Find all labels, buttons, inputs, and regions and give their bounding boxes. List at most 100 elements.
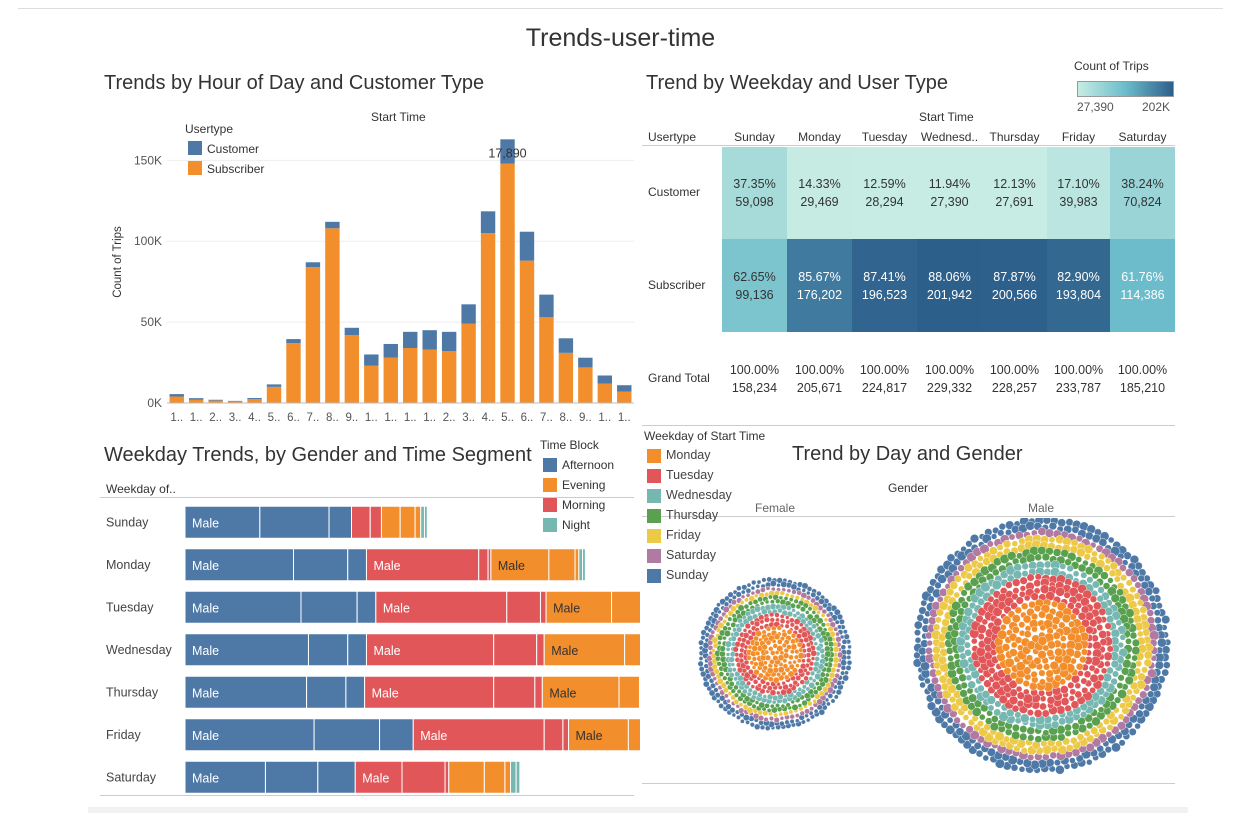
bubble (776, 577, 783, 584)
bubble (747, 600, 753, 606)
monday-swatch[interactable] (647, 449, 661, 463)
heatmap-cell[interactable]: 38.24% 70,824 (1110, 147, 1175, 239)
saturday-legend-label[interactable]: Saturday (666, 548, 717, 562)
night-swatch[interactable] (543, 518, 557, 532)
tuesday-legend-label[interactable]: Tuesday (666, 468, 714, 482)
afternoon-segment (328, 505, 353, 539)
sunday-swatch[interactable] (647, 569, 661, 583)
bubble (1043, 560, 1052, 569)
heatmap-cell-count: 27,390 (930, 195, 969, 209)
wednesday-swatch[interactable] (647, 489, 661, 503)
heatmap-column-header: Sunday (734, 130, 775, 144)
thursday-swatch[interactable] (647, 509, 661, 523)
bubble (1099, 638, 1108, 646)
heatmap-cell[interactable]: 87.41% 196,523 (852, 239, 917, 332)
morning-swatch[interactable] (543, 498, 557, 512)
wednesday-legend-label[interactable]: Wednesday (666, 488, 732, 502)
customer-bar (597, 375, 613, 384)
bubble (980, 581, 991, 593)
bubble (963, 607, 973, 617)
heatmap-cell[interactable]: 62.65% 99,136 (722, 239, 787, 332)
evening-segment (545, 590, 613, 624)
afternoon-legend-label[interactable]: Afternoon (562, 458, 615, 472)
heatmap-cell[interactable]: 88.06% 201,942 (917, 239, 982, 332)
afternoon-segment (184, 590, 302, 624)
bubble (718, 703, 724, 709)
tuesday-swatch[interactable] (647, 469, 661, 483)
bubble (1102, 582, 1111, 590)
heatmap-cell[interactable]: 100.00% 224,817 (852, 332, 917, 425)
heatmap-cell-count: 200,566 (991, 287, 1038, 302)
heatmap-cell[interactable]: 17.10% 39,983 (1047, 147, 1110, 239)
heatmap-cell[interactable]: 100.00% 158,234 (722, 332, 787, 425)
customer-legend-label[interactable]: Customer (207, 142, 260, 156)
subscriber-swatch[interactable] (188, 161, 202, 175)
bubble (766, 576, 772, 583)
heatmap-cell[interactable]: 37.35% 59,098 (722, 147, 787, 239)
bubble (841, 639, 848, 645)
monday-legend-label[interactable]: Monday (666, 448, 711, 462)
night-segment (582, 548, 586, 582)
heatmap-title: Trend by Weekday and User Type (646, 72, 949, 94)
bubble (1075, 754, 1084, 763)
heatmap-cell[interactable]: 100.00% 205,671 (787, 332, 852, 425)
bubble (1108, 569, 1117, 577)
heatmap-cell[interactable]: 11.94% 27,390 (917, 147, 982, 239)
afternoon-segment (317, 760, 356, 794)
bubble (938, 655, 947, 665)
segment-label: Male (549, 686, 576, 700)
friday-swatch[interactable] (647, 529, 661, 543)
bubble (1110, 660, 1120, 669)
night-legend-label[interactable]: Night (562, 518, 591, 532)
sunday-legend-label[interactable]: Sunday (666, 568, 709, 582)
heatmap-cell[interactable]: 12.13% 27,691 (982, 147, 1047, 239)
heatmap-cell[interactable]: 100.00% 229,332 (917, 332, 982, 425)
customer-bar (461, 304, 476, 324)
bubble (804, 708, 811, 715)
bubble (1064, 558, 1072, 566)
bubble (975, 646, 986, 657)
bubble (796, 641, 803, 648)
thursday-legend-label[interactable]: Thursday (666, 508, 719, 522)
bubble (793, 625, 800, 631)
hour-xtick-label: 6.. (521, 412, 534, 424)
heatmap-cell[interactable]: 85.67% 176,202 (787, 239, 852, 332)
bubble (1063, 591, 1071, 599)
bubble (738, 652, 745, 659)
afternoon-swatch[interactable] (543, 458, 557, 472)
morning-segment (365, 633, 495, 667)
bubble (742, 688, 748, 695)
hour-xtick-label: 3.. (229, 412, 242, 424)
heatmap-cell[interactable]: 14.33% 29,469 (787, 147, 852, 239)
heatmap-cell[interactable]: 87.87% 200,566 (982, 239, 1047, 332)
heatmap-cell[interactable]: 100.00% 228,257 (982, 332, 1047, 425)
evening-swatch[interactable] (543, 478, 557, 492)
bubble (1103, 651, 1113, 661)
heatmap-cell[interactable]: 100.00% 185,210 (1110, 332, 1175, 425)
bubble (959, 722, 967, 729)
afternoon-segment (306, 675, 347, 709)
customer-swatch[interactable] (188, 141, 202, 155)
saturday-swatch[interactable] (647, 549, 661, 563)
subscriber-bar (286, 343, 301, 403)
morning-legend-label[interactable]: Morning (562, 498, 606, 512)
heatmap-cell[interactable]: 100.00% 233,787 (1047, 332, 1110, 425)
bubble (991, 579, 1002, 590)
evening-legend-label[interactable]: Evening (562, 478, 606, 492)
bubble (1015, 661, 1026, 672)
heatmap-cell[interactable]: 12.59% 28,294 (852, 147, 917, 239)
night-segment (420, 505, 425, 539)
heatmap-cell[interactable]: 82.90% 193,804 (1047, 239, 1110, 332)
bubble (723, 601, 730, 607)
bubble (1011, 730, 1021, 740)
heatmap-cell[interactable]: 61.76% 114,386 (1110, 239, 1175, 332)
subscriber-legend-label[interactable]: Subscriber (207, 162, 265, 176)
bubble (1055, 740, 1063, 748)
bubble (788, 709, 794, 715)
friday-legend-label[interactable]: Friday (666, 528, 701, 542)
bubble (1042, 753, 1050, 761)
bubble (1031, 613, 1039, 621)
bubble (727, 667, 733, 673)
bubble (727, 691, 733, 696)
bubble (814, 673, 822, 680)
